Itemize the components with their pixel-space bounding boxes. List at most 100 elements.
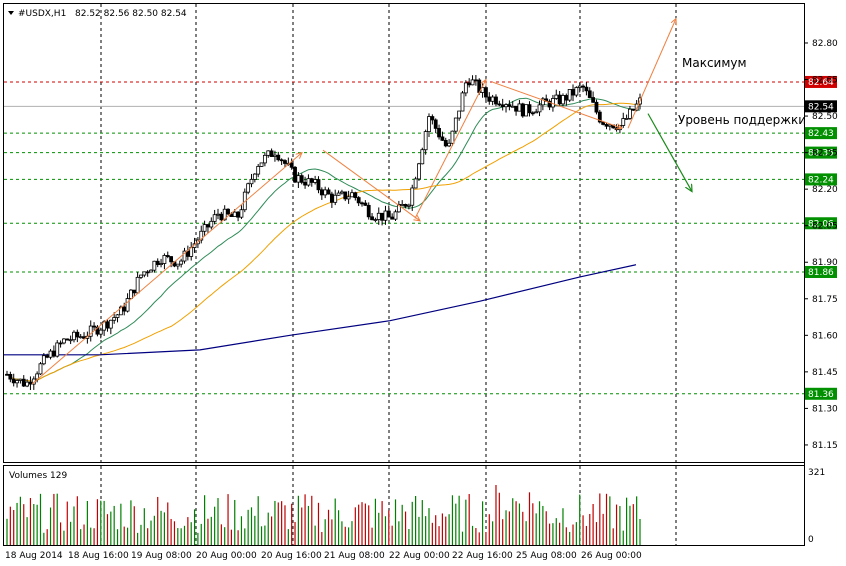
- candle-body: [88, 325, 93, 337]
- level-badge: [805, 387, 837, 400]
- candle-body: [165, 255, 170, 257]
- time-tick-label: 26 Aug 00:00: [581, 551, 642, 561]
- candles: [5, 75, 642, 391]
- candle-body: [105, 321, 110, 329]
- price-tick-label: 81.60: [812, 331, 838, 341]
- candle-body: [350, 192, 354, 198]
- candle-body: [524, 104, 529, 117]
- candle-body: [283, 160, 287, 164]
- chart-ohlc: 82.52 82.56 82.50 82.54: [75, 9, 187, 19]
- candle-body: [62, 338, 66, 344]
- candle-body: [232, 211, 237, 217]
- candle-body: [58, 342, 63, 345]
- candle-body: [490, 96, 495, 102]
- candle-body: [21, 378, 26, 387]
- annotation-maximum: Максимум: [682, 56, 747, 70]
- level-label: 82.06: [808, 219, 834, 229]
- candle-body: [149, 269, 153, 273]
- price-tick-label: 81.45: [812, 368, 838, 378]
- candle-body: [390, 216, 395, 220]
- chart-symbol: #USDX,H1: [18, 9, 66, 19]
- candle-body: [530, 112, 535, 115]
- green-down-arrow: [647, 113, 692, 192]
- candle-body: [440, 136, 445, 141]
- candle-body: [410, 187, 415, 206]
- candle-body: [276, 154, 281, 161]
- level-label: 81.86: [808, 268, 834, 278]
- candle-body: [514, 105, 518, 112]
- candle-body: [313, 179, 318, 183]
- candle-body: [129, 289, 133, 299]
- candle-body: [517, 103, 522, 112]
- candle-body: [92, 325, 96, 328]
- candle-body: [316, 179, 321, 191]
- candle-body: [309, 178, 314, 183]
- time-tick-label: 21 Aug 08:00: [324, 551, 385, 561]
- candle-body: [370, 216, 374, 221]
- candle-body: [597, 111, 602, 123]
- candle-body: [98, 329, 103, 335]
- candle-body: [383, 210, 388, 221]
- volume-bars: [6, 484, 641, 545]
- candle-body: [571, 89, 575, 96]
- candle-body: [326, 189, 331, 195]
- candle-body: [289, 162, 294, 168]
- candle-body: [557, 94, 562, 105]
- candle-body: [343, 191, 348, 200]
- level-badge: [805, 146, 837, 159]
- candle-body: [159, 263, 163, 265]
- candle-body: [447, 142, 451, 147]
- candle-body: [202, 224, 207, 232]
- candle-body: [175, 263, 180, 267]
- candle-body: [209, 220, 214, 228]
- ma-fast-line: [6, 97, 641, 382]
- price-axis-ticks: 82.80 82.65 82.50 82.35 82.20 82.05 81.90 81.75…: [804, 39, 838, 451]
- candle-body: [293, 166, 297, 183]
- candle-body: [329, 193, 334, 203]
- horizontal-levels: 82.64 82.43 82.35 82.24 82.06 81.86 81.36 82.54: [4, 75, 837, 400]
- price-tick-label: 82.05: [812, 222, 838, 232]
- candle-body: [68, 339, 73, 342]
- level-badge: [805, 127, 837, 140]
- candle-body: [373, 219, 378, 221]
- candle-body: [219, 213, 224, 221]
- candle-body: [577, 85, 582, 88]
- candle-body: [494, 96, 498, 105]
- candle-body: [607, 124, 612, 127]
- candle-body: [222, 208, 227, 221]
- candle-body: [386, 210, 391, 218]
- level-badge: [805, 265, 837, 278]
- candle-body: [108, 319, 113, 329]
- candle-body: [561, 95, 565, 105]
- candle-body: [621, 118, 626, 126]
- orange-trend-arrow: [31, 153, 302, 385]
- candle-body: [450, 130, 455, 144]
- candle-body: [239, 209, 244, 218]
- volume-max-label: 321: [808, 468, 825, 478]
- time-tick-label: 20 Aug 00:00: [196, 551, 257, 561]
- candle-body: [554, 94, 559, 99]
- candle-body: [353, 192, 358, 198]
- candle-body: [51, 350, 56, 357]
- candle-body: [520, 103, 525, 117]
- candle-body: [45, 355, 50, 358]
- price-tick-label: 82.20: [812, 185, 838, 195]
- ma-slow-line: [4, 264, 637, 356]
- candle-body: [634, 103, 639, 111]
- candle-body: [122, 306, 127, 312]
- candle-body: [487, 96, 492, 102]
- candle-body: [403, 204, 408, 207]
- collapse-triangle-icon[interactable]: [8, 11, 14, 15]
- candle-body: [427, 116, 431, 132]
- ma-mid-line: [6, 102, 641, 382]
- candle-body: [594, 101, 599, 113]
- candle-body: [584, 86, 589, 92]
- candle-body: [500, 104, 505, 108]
- candle-body: [628, 108, 632, 119]
- candle-body: [363, 202, 368, 206]
- price-tick-label: 82.50: [812, 112, 838, 122]
- candle-body: [356, 197, 361, 204]
- candle-body: [510, 105, 515, 108]
- level-label: 82.35: [808, 149, 834, 159]
